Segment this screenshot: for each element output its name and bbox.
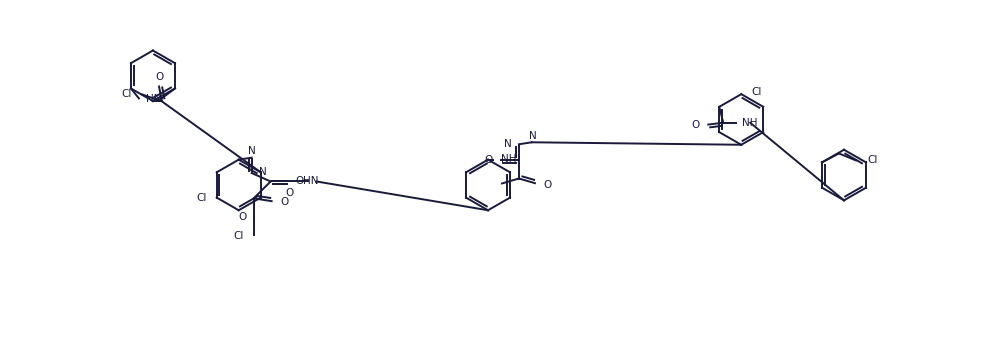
Text: Cl: Cl [868,155,879,165]
Text: O: O [155,71,163,81]
Text: N: N [504,139,512,149]
Text: HN: HN [302,176,318,186]
Text: HN: HN [147,94,162,104]
Text: Cl: Cl [233,231,244,241]
Text: Cl: Cl [751,87,762,97]
Text: NH: NH [742,118,758,128]
Text: N: N [248,146,256,156]
Text: NH: NH [501,154,517,164]
Text: O: O [295,176,304,186]
Text: O: O [238,212,246,222]
Text: O: O [280,197,289,207]
Text: O: O [691,120,700,130]
Text: N: N [528,131,536,141]
Text: O: O [484,155,493,165]
Text: Cl: Cl [197,192,207,203]
Text: N: N [259,167,267,177]
Text: Cl: Cl [122,89,132,99]
Text: O: O [544,180,552,190]
Text: O: O [285,188,293,198]
